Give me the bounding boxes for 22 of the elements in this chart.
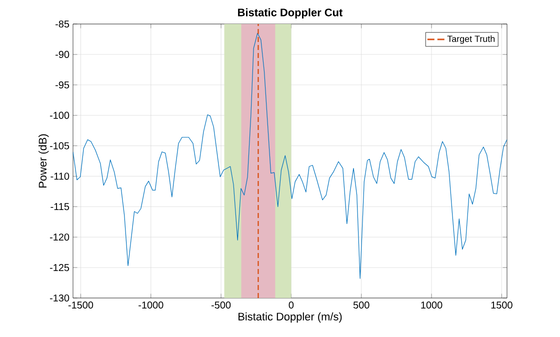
y-tick-label: -120 [50,234,70,241]
x-tick-label: 0 [288,302,294,309]
x-axis-title: Bistatic Doppler (m/s) [238,312,342,323]
y-tick-label: -95 [56,81,70,88]
x-tick-label: -1000 [138,302,164,309]
chart-title: Bistatic Doppler Cut [238,8,343,18]
x-tick-label: 1000 [421,302,442,309]
y-axis-title: Power (dB) [38,134,49,188]
legend-label: Target Truth [447,35,495,44]
y-tick-label: -85 [56,20,70,28]
y-tick-label: -90 [56,50,70,58]
line-series [73,32,508,279]
y-tick-label: -105 [50,142,70,150]
x-tick-label: 500 [353,302,370,309]
y-tick-label: -115 [50,203,70,210]
x-tick-label: 1500 [491,302,512,309]
y-tick-label: -130 [50,294,70,302]
x-tick-label: -1500 [68,302,94,309]
y-tick-label: -100 [50,112,70,119]
x-tick-label: -500 [212,302,231,309]
y-tick-label: -125 [50,264,70,272]
y-tick-label: -110 [50,172,70,180]
